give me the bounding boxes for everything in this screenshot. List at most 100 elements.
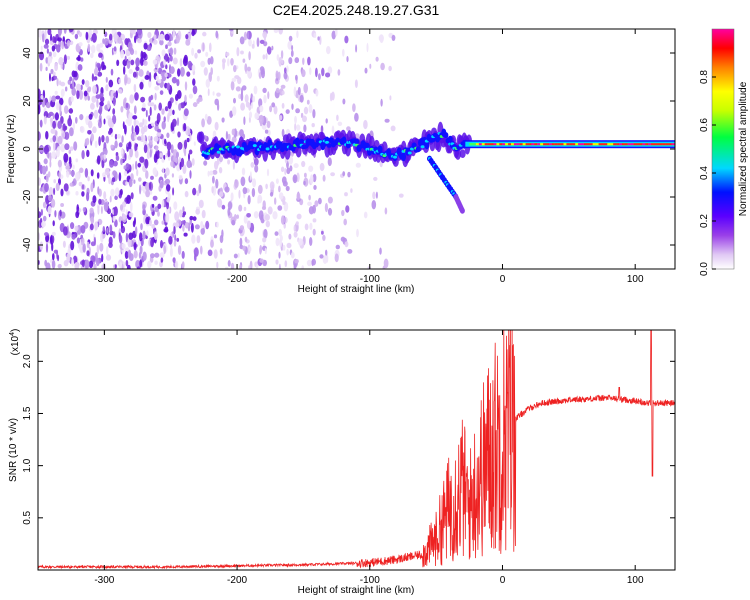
noise-blob: [161, 49, 166, 57]
noise-blob: [369, 63, 372, 69]
noise-blob: [347, 171, 351, 178]
noise-blob: [252, 95, 256, 103]
noise-blob: [51, 45, 56, 52]
noise-blob: [276, 54, 280, 61]
carrier-peak: [601, 143, 605, 146]
noise-blob: [281, 128, 285, 138]
noise-blob: [246, 30, 250, 40]
noise-blob: [105, 135, 110, 144]
noise-blob: [86, 87, 91, 93]
noise-blob: [177, 90, 182, 99]
noise-blob: [301, 69, 306, 78]
noise-blob: [65, 165, 71, 170]
noise-blob: [110, 144, 114, 149]
noise-blob: [61, 41, 64, 50]
noise-blob: [373, 176, 378, 181]
noise-blob: [52, 135, 57, 143]
noise-blob: [308, 165, 314, 172]
noise-blob: [304, 223, 309, 231]
noise-blob: [231, 219, 236, 226]
noise-blob: [43, 145, 50, 155]
noise-blob: [189, 215, 194, 221]
noise-blob: [99, 242, 104, 252]
noise-blob: [285, 185, 290, 192]
noise-blob: [167, 149, 171, 158]
noise-blob: [321, 67, 325, 77]
noise-blob: [48, 51, 52, 57]
noise-blob: [44, 38, 50, 45]
noise-blob: [309, 222, 313, 230]
noise-blob: [176, 237, 180, 242]
noise-blob: [78, 31, 82, 38]
signal-peak: [325, 140, 329, 144]
noise-blob: [93, 76, 98, 81]
noise-blob: [81, 259, 85, 268]
noise-blob: [68, 149, 72, 154]
noise-blob: [262, 87, 267, 93]
noise-blob: [153, 231, 158, 240]
noise-blob: [224, 186, 230, 193]
noise-blob: [43, 44, 49, 49]
noise-blob: [282, 200, 286, 205]
noise-blob: [182, 56, 188, 67]
noise-blob: [142, 102, 146, 109]
carrier-peak: [487, 143, 491, 146]
noise-blob: [258, 98, 263, 108]
noise-blob: [202, 42, 205, 52]
noise-blob: [107, 208, 111, 215]
noise-blob: [364, 67, 368, 74]
noise-blob: [166, 82, 171, 91]
noise-blob: [103, 202, 109, 212]
noise-blob: [65, 86, 68, 92]
noise-blob: [136, 266, 141, 269]
noise-blob: [134, 35, 137, 44]
noise-blob: [190, 222, 194, 233]
noise-blob: [312, 218, 317, 223]
noise-blob: [134, 50, 138, 55]
noise-blob: [58, 29, 61, 38]
noise-blob: [205, 78, 210, 88]
noise-blob: [94, 140, 98, 148]
noise-blob: [201, 118, 206, 128]
noise-blob: [269, 181, 275, 191]
noise-blob: [54, 90, 58, 95]
noise-blob: [264, 214, 270, 221]
carrier-peak: [586, 143, 590, 146]
branch-blob: [459, 207, 465, 214]
noise-blob: [292, 174, 298, 184]
y-tick-label: -40: [22, 237, 33, 252]
noise-blob: [90, 216, 95, 225]
noise-blob: [186, 137, 190, 143]
noise-blob: [47, 56, 53, 64]
noise-blob: [93, 109, 99, 119]
noise-blob: [242, 58, 246, 63]
noise-blob: [60, 88, 65, 97]
noise-blob: [320, 125, 324, 134]
noise-blob: [41, 97, 46, 108]
noise-blob: [147, 123, 153, 129]
noise-blob: [76, 237, 80, 244]
signal-peak: [265, 147, 270, 151]
noise-blob: [303, 106, 309, 115]
noise-blob: [307, 201, 312, 206]
x-tick-label: -200: [227, 274, 247, 285]
noise-blob: [153, 153, 158, 164]
noise-blob: [120, 149, 124, 155]
noise-blob: [142, 118, 145, 125]
noise-blob: [253, 157, 259, 166]
noise-blob: [337, 69, 341, 76]
noise-blob: [325, 118, 328, 124]
noise-blob: [237, 76, 242, 85]
noise-blob: [91, 73, 94, 82]
carrier-peak: [502, 143, 506, 146]
noise-blob: [150, 175, 154, 180]
noise-blob: [170, 161, 174, 167]
noise-blob: [295, 221, 299, 226]
noise-blob: [346, 126, 351, 132]
noise-blob: [89, 223, 94, 231]
noise-blob: [302, 57, 305, 65]
carrier-peak: [607, 143, 611, 146]
noise-blob: [63, 226, 68, 236]
noise-blob: [177, 131, 181, 138]
noise-blob: [238, 204, 243, 212]
